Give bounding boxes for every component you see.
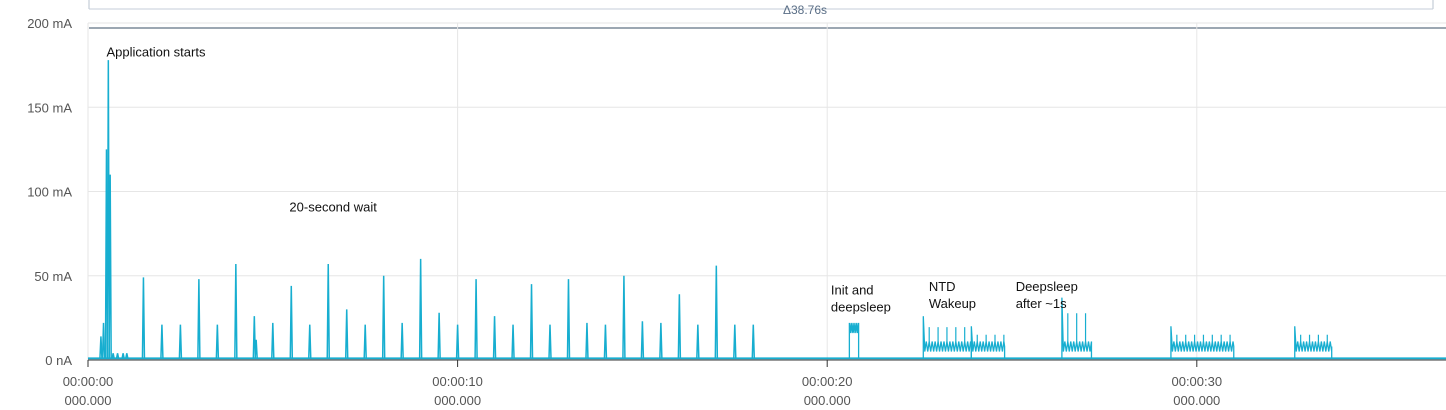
current-spike [622, 275, 626, 359]
current-spike [326, 263, 330, 359]
annotation-text: 20-second wait [289, 200, 377, 215]
current-spike [492, 316, 497, 359]
current-spike [101, 322, 106, 359]
annotation-text: Deepsleep [1016, 279, 1078, 294]
current-spike [437, 312, 441, 359]
x-tick-ms-label: 000.000 [65, 393, 112, 408]
current-spike [529, 284, 534, 359]
current-spike [566, 279, 571, 359]
y-tick-label: 50 mA [34, 269, 72, 284]
series-current [88, 60, 1446, 360]
y-axis-ticks: 0 nA 50 mA 100 mA 150 mA 200 mA [27, 16, 72, 368]
y-tick-label: 200 mA [27, 16, 72, 31]
current-spike [640, 321, 645, 359]
current-spike [418, 258, 423, 359]
x-tick-time-label: 00:00:30 [1171, 374, 1222, 389]
current-spike [548, 324, 552, 359]
current-spike [308, 324, 312, 359]
current-spike [271, 322, 275, 359]
x-tick-ms-label: 000.000 [1173, 393, 1220, 408]
current-spike [234, 263, 238, 359]
current-spike [178, 324, 183, 359]
y-tick-label: 0 nA [45, 353, 72, 368]
x-axis-ticks: 00:00:00 000.000 00:00:10 000.000 00:00:20 00… [63, 359, 1446, 408]
annotation-text: Init and [831, 282, 874, 297]
current-spike [141, 277, 146, 359]
current-spike [111, 353, 115, 359]
current-spike [751, 324, 756, 359]
current-spike [677, 294, 682, 359]
annotation-text: Wakeup [929, 296, 976, 311]
current-spike [659, 322, 663, 359]
current-spike [121, 353, 125, 359]
current-spike [733, 324, 737, 359]
current-spike [714, 265, 719, 359]
current-spike [585, 322, 589, 359]
current-spike [99, 336, 103, 359]
current-spike [363, 324, 367, 359]
annotation-text: Application starts [106, 45, 205, 60]
activity-burst [1170, 326, 1235, 359]
annotation-text: after ~1s [1016, 296, 1067, 311]
x-tick-ms-label: 000.000 [804, 393, 851, 408]
current-spike [197, 279, 201, 359]
current-spike [252, 316, 257, 359]
y-tick-label: 100 mA [27, 185, 72, 200]
current-spike [455, 324, 460, 359]
current-spike [108, 174, 112, 359]
current-spike [160, 324, 164, 359]
annotation-text: NTD [929, 279, 956, 294]
delta-time-label: Δ38.76s [783, 3, 827, 17]
current-spike [511, 324, 515, 359]
current-spike [381, 275, 386, 359]
annotations: Application starts 20-second wait Init and… [106, 45, 1077, 315]
x-tick-ms-label: 000.000 [434, 393, 481, 408]
activity-burst [970, 326, 1006, 359]
x-tick-time-label: 00:00:00 [63, 374, 114, 389]
chart-header: Δ38.76s [88, 0, 1446, 29]
current-spike [400, 322, 404, 359]
activity-burst [1061, 297, 1093, 359]
current-spike [125, 353, 129, 359]
current-spike [289, 285, 294, 359]
current-spike [603, 324, 608, 359]
activity-burst [848, 322, 860, 359]
current-spike [696, 324, 700, 359]
current-spike [215, 324, 220, 359]
x-tick-time-label: 00:00:20 [802, 374, 853, 389]
annotation-text: deepsleep [831, 299, 891, 314]
current-spike [344, 309, 349, 359]
y-tick-label: 150 mA [27, 100, 72, 115]
current-spike [115, 353, 120, 359]
current-spike [254, 339, 258, 359]
x-tick-time-label: 00:00:10 [432, 374, 483, 389]
current-spike [474, 279, 478, 359]
